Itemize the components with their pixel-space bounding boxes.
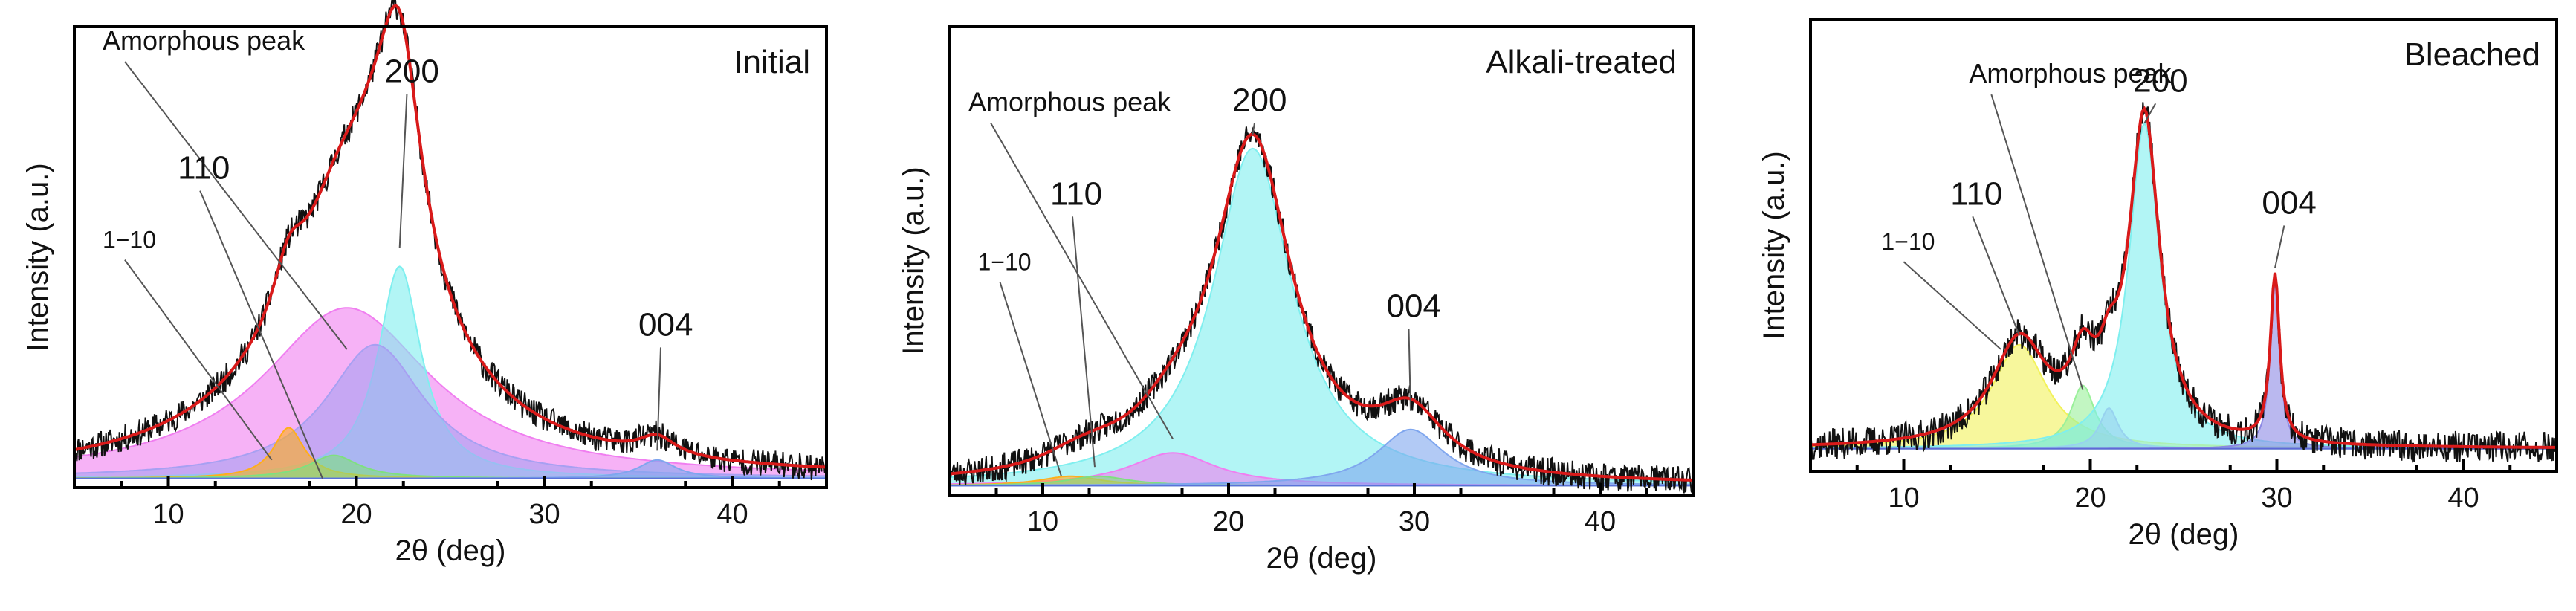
panel-title: Bleached — [2404, 36, 2540, 73]
annotation-label: 200 — [2133, 62, 2187, 99]
panel-title: Initial — [734, 44, 810, 80]
x-tick-label: 40 — [716, 499, 748, 530]
measured-data-line — [74, 0, 827, 481]
panel-initial: 10 20 30 40 2θ (deg) Intensity (a.u.) Initial A… — [22, 0, 828, 567]
annotation-leader — [1990, 94, 2084, 390]
annotation-leader — [2143, 103, 2157, 124]
x-tick-label: 30 — [1399, 506, 1430, 537]
annotation-label: 004 — [2262, 184, 2316, 221]
annotation-label: 110 — [1950, 175, 2002, 212]
annotation-label: Amorphous peak — [968, 86, 1171, 117]
x-tick-label: 10 — [1027, 506, 1058, 537]
plot-frame — [1809, 18, 2558, 473]
x-tick-label: 40 — [1585, 506, 1616, 537]
annotation-label: Amorphous peak — [103, 25, 305, 56]
annotation-label: 004 — [1387, 288, 1441, 325]
annotation-leader — [1972, 216, 2021, 336]
annotation-label: 110 — [178, 150, 230, 187]
annotation-label: 1−10 — [978, 249, 1032, 276]
annotation-label: 004 — [638, 306, 693, 343]
y-axis-label: Intensity (a.u.) — [22, 163, 54, 351]
x-axis-label: 2θ (deg) — [2129, 518, 2239, 551]
peak-fill-amorphous-peak — [74, 307, 827, 479]
x-tick-label: 10 — [152, 499, 184, 530]
annotation-label: 1−10 — [1881, 228, 1935, 255]
annotation-leader — [1408, 329, 1411, 411]
annotation-leader — [990, 122, 1174, 439]
x-tick-label: 20 — [340, 499, 372, 530]
x-tick-label: 30 — [2261, 482, 2292, 514]
annotation-leader — [124, 259, 273, 461]
peak-fill-200 — [1810, 121, 2557, 450]
peak-fill-110 — [74, 343, 827, 479]
annotation-leader — [656, 347, 661, 451]
y-axis-label: Intensity (a.u.) — [897, 167, 930, 355]
annotation-leader — [999, 282, 1062, 477]
plot-frame — [73, 25, 828, 489]
annotation-label: Amorphous peak — [1969, 58, 2172, 88]
annotation-label: 1−10 — [103, 227, 156, 253]
x-tick-label: 20 — [2074, 482, 2106, 514]
x-tick-label: 30 — [528, 499, 560, 530]
fit-line — [1810, 106, 2557, 449]
x-tick-label: 20 — [1213, 506, 1244, 537]
panel-alkali-treated: 10 20 30 40 2θ (deg) Intensity (a.u.) Alkali-t… — [897, 25, 1695, 575]
x-axis-label: 2θ (deg) — [395, 534, 506, 567]
x-tick-label: 10 — [1888, 482, 1919, 514]
annotation-leader — [1072, 216, 1096, 468]
y-axis-label: Intensity (a.u.) — [1758, 151, 1790, 339]
fit-line — [949, 132, 1693, 482]
plot-frame — [948, 25, 1695, 497]
panel-title: Alkali-treated — [1486, 44, 1677, 80]
annotation-leader — [1903, 261, 2001, 350]
x-tick-label: 40 — [2447, 482, 2479, 514]
fit-line — [74, 4, 827, 469]
annotation-leader — [2274, 225, 2285, 268]
panel-bleached: 10 20 30 40 2θ (deg) Intensity (a.u.) Bleached… — [1758, 18, 2558, 551]
annotation-label: 110 — [1050, 175, 1102, 212]
annotation-label: 200 — [384, 53, 438, 89]
measured-data-line — [1810, 102, 2557, 463]
annotation-leader — [1252, 123, 1255, 135]
annotation-leader — [199, 190, 323, 479]
annotation-label: 200 — [1232, 82, 1287, 118]
annotation-leader — [124, 61, 348, 350]
x-axis-label: 2θ (deg) — [1266, 542, 1377, 575]
annotation-leader — [398, 94, 408, 248]
